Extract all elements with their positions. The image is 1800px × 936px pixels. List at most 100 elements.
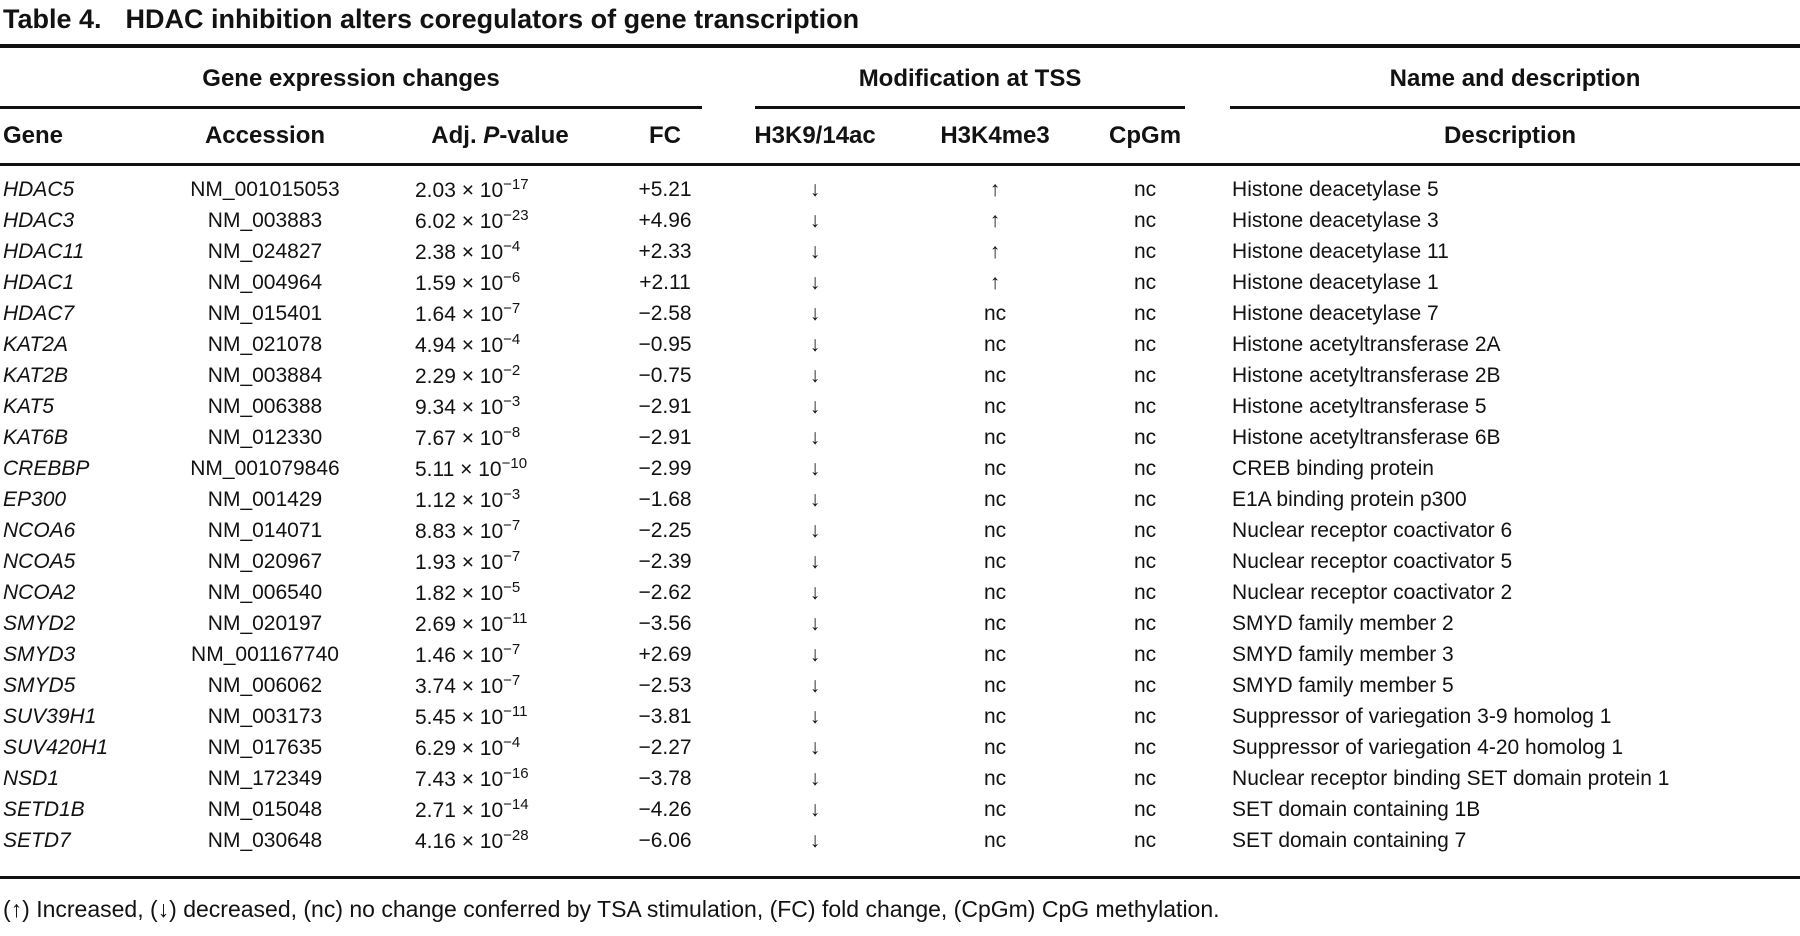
gene-cell: HDAC11: [3, 239, 85, 263]
pvalue-cell: 4.94 × 10−4: [415, 331, 521, 357]
table-title: Table 4. HDAC inhibition alters coregulat…: [0, 4, 1800, 35]
description-cell: Histone acetyltransferase 6B: [1232, 425, 1501, 449]
h3k4me3-cell: nc: [983, 332, 1007, 356]
fc-cell: −2.58: [638, 301, 692, 325]
gene-cell: NCOA5: [3, 549, 76, 573]
cpgm-cell: nc: [1133, 797, 1157, 821]
accession-cell: NM_024827: [207, 239, 323, 263]
h3k9-14ac-cell: ↓: [809, 208, 821, 232]
h3k4me3-cell: nc: [983, 580, 1007, 604]
description-cell: Histone acetyltransferase 5: [1232, 394, 1487, 418]
pvalue-exponent: −23: [503, 207, 529, 224]
table-row: HDAC11 NM_024827 2.38 × 10−4 +2.33 ↓ ↑ nc Histo…: [0, 236, 1800, 267]
h3k9-14ac-cell: ↓: [809, 828, 821, 852]
description-cell: Nuclear receptor coactivator 6: [1232, 518, 1513, 542]
table-row: SMYD3 NM_001167740 1.46 × 10−7 +2.69 ↓ nc nc SM…: [0, 639, 1800, 670]
description-cell: Nuclear receptor coactivator 2: [1232, 580, 1513, 604]
pvalue-exponent: −11: [503, 703, 528, 720]
h3k4me3-cell: nc: [983, 611, 1007, 635]
fc-cell: −2.99: [638, 456, 692, 480]
table-row: HDAC1 NM_004964 1.59 × 10−6 +2.11 ↓ ↑ nc Histon…: [0, 267, 1800, 298]
fc-cell: −2.25: [638, 518, 692, 542]
group-header-expression: Gene expression changes: [0, 48, 710, 109]
h3k9-14ac-cell: ↓: [809, 518, 821, 542]
description-cell: SMYD family member 5: [1232, 673, 1454, 697]
accession-cell: NM_006388: [207, 394, 323, 418]
h3k4me3-cell: nc: [983, 828, 1007, 852]
cpgm-cell: nc: [1133, 394, 1157, 418]
pvalue-exponent: −6: [503, 269, 521, 286]
gene-cell: KAT5: [3, 394, 54, 418]
description-cell: Histone deacetylase 5: [1232, 177, 1439, 201]
h3k9-14ac-cell: ↓: [809, 766, 821, 790]
gene-cell: NCOA2: [3, 580, 76, 604]
fc-cell: −6.06: [638, 828, 692, 852]
fc-cell: −0.95: [638, 332, 692, 356]
h3k9-14ac-cell: ↓: [809, 332, 821, 356]
h3k4me3-cell: nc: [983, 642, 1007, 666]
pvalue-cell: 5.11 × 10−10: [415, 455, 528, 481]
pvalue-exponent: −5: [503, 579, 521, 596]
group-header-name-description: Name and description: [1220, 48, 1800, 109]
cpgm-cell: nc: [1133, 828, 1157, 852]
pvalue-cell: 5.45 × 10−11: [415, 703, 528, 729]
h3k9-14ac-cell: ↓: [809, 394, 821, 418]
gene-cell: NCOA6: [3, 518, 76, 542]
pvalue-cell: 7.67 × 10−8: [415, 424, 521, 450]
cpgm-cell: nc: [1133, 549, 1157, 573]
group-header-expression-label: Gene expression changes: [202, 65, 500, 92]
gene-cell: HDAC5: [3, 177, 75, 201]
accession-cell: NM_015401: [207, 301, 323, 325]
description-cell: Histone acetyltransferase 2A: [1232, 332, 1501, 356]
cpgm-cell: nc: [1133, 673, 1157, 697]
table-row: NSD1 NM_172349 7.43 × 10−16 −3.78 ↓ nc nc Nucle…: [0, 763, 1800, 794]
pvalue-exponent: −16: [503, 765, 529, 782]
fc-cell: −2.53: [638, 673, 692, 697]
fc-cell: −4.26: [638, 797, 692, 821]
accession-cell: NM_001429: [207, 487, 323, 511]
gene-cell: SUV420H1: [3, 735, 109, 759]
group-header-row: Gene expression changes Modification at …: [0, 48, 1800, 109]
gene-cell: HDAC3: [3, 208, 75, 232]
h3k4me3-cell: nc: [983, 704, 1007, 728]
table-row: HDAC7 NM_015401 1.64 × 10−7 −2.58 ↓ nc nc Histo…: [0, 298, 1800, 329]
h3k9-14ac-cell: ↓: [809, 580, 821, 604]
accession-cell: NM_006062: [207, 673, 323, 697]
h3k4me3-cell: nc: [983, 487, 1007, 511]
pvalue-cell: 1.59 × 10−6: [415, 269, 521, 295]
table-row: KAT2B NM_003884 2.29 × 10−2 −0.75 ↓ nc nc Histo…: [0, 360, 1800, 391]
h3k4me3-cell: ↑: [989, 270, 1001, 294]
pvalue-cell: 7.43 × 10−16: [415, 765, 529, 791]
description-cell: Histone deacetylase 11: [1232, 239, 1449, 263]
gene-cell: SMYD2: [3, 611, 76, 635]
fc-cell: −2.91: [638, 425, 692, 449]
fc-cell: −3.81: [638, 704, 692, 728]
description-cell: CREB binding protein: [1232, 456, 1434, 480]
h3k9-14ac-cell: ↓: [809, 673, 821, 697]
description-cell: SET domain containing 1B: [1232, 797, 1481, 821]
pvalue-exponent: −7: [503, 548, 521, 565]
table-row: EP300 NM_001429 1.12 × 10−3 −1.68 ↓ nc nc E1A b…: [0, 484, 1800, 515]
h3k9-14ac-cell: ↓: [809, 363, 821, 387]
fc-cell: −3.56: [638, 611, 692, 635]
cpgm-cell: nc: [1133, 363, 1157, 387]
gene-cell: CREBBP: [3, 456, 90, 480]
accession-cell: NM_001167740: [191, 642, 339, 666]
table-row: SETD1B NM_015048 2.71 × 10−14 −4.26 ↓ nc nc SET…: [0, 794, 1800, 825]
accession-cell: NM_003884: [207, 363, 323, 387]
gene-cell: KAT6B: [3, 425, 68, 449]
pvalue-cell: 2.69 × 10−11: [415, 610, 528, 636]
pvalue-cell: 3.74 × 10−7: [415, 672, 521, 698]
cpgm-cell: nc: [1133, 642, 1157, 666]
column-header-fc: FC: [620, 109, 711, 166]
pvalue-cell: 2.71 × 10−14: [415, 796, 529, 822]
gene-cell: SETD1B: [3, 797, 85, 821]
table-row: NCOA5 NM_020967 1.93 × 10−7 −2.39 ↓ nc nc Nucle…: [0, 546, 1800, 577]
accession-cell: NM_020197: [207, 611, 323, 635]
description-cell: Suppressor of variegation 3-9 homolog 1: [1232, 704, 1612, 728]
cpgm-cell: nc: [1133, 208, 1157, 232]
h3k4me3-cell: nc: [983, 797, 1007, 821]
cpgm-cell: nc: [1133, 766, 1157, 790]
h3k9-14ac-cell: ↓: [809, 301, 821, 325]
